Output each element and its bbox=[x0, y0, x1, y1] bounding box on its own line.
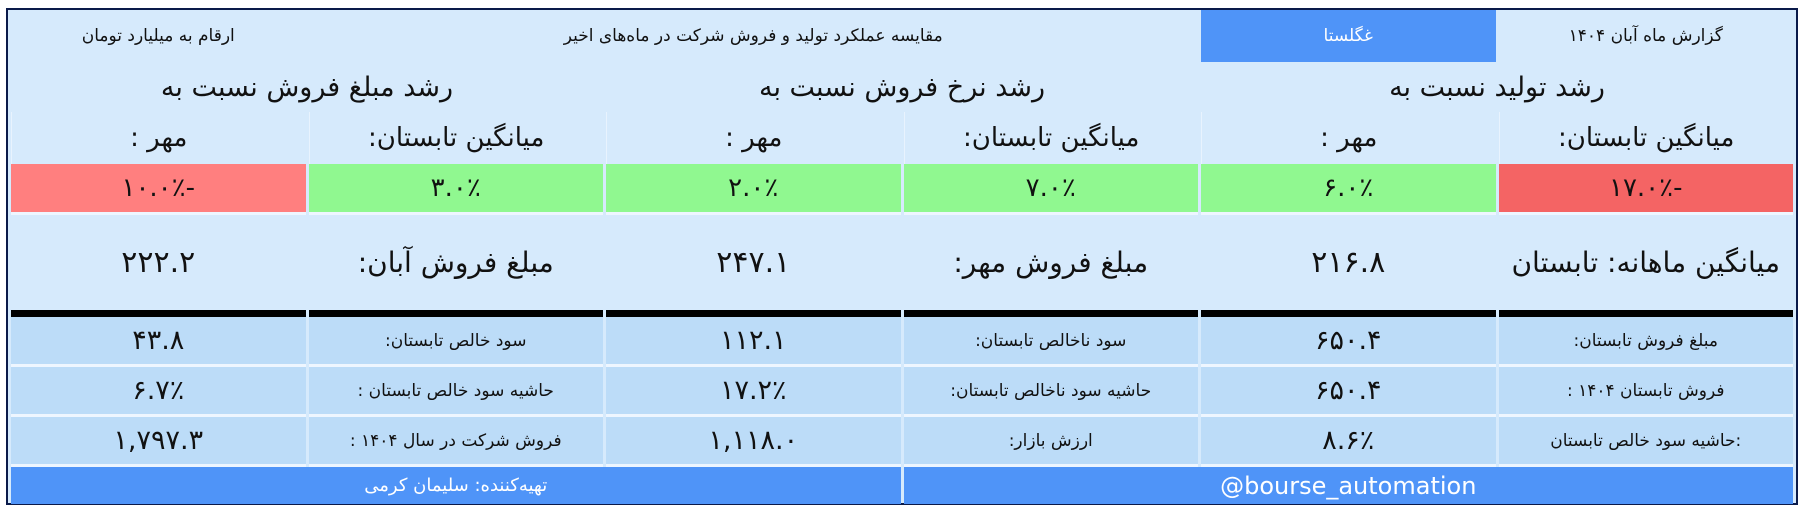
growth-values-row: -۱۷.۰٪ ۶.۰٪ ۷.۰٪ ۲.۰٪ ۳.۰٪ -۱۰.۰٪ bbox=[11, 164, 1793, 212]
group-header-row: رشد تولید نسبت به رشد نرخ فروش نسبت به ر… bbox=[11, 62, 1793, 112]
detail-label: ارزش بازار: bbox=[903, 417, 1198, 467]
detail-label: فروش تابستان ۱۴۰۴ : bbox=[1498, 367, 1793, 417]
sales-value: ۲۲۲.۲ bbox=[11, 212, 306, 310]
symbol-badge: غگلستا bbox=[1201, 10, 1496, 62]
sales-value: ۲۴۷.۱ bbox=[606, 212, 901, 310]
group-title-price: رشد نرخ فروش نسبت به bbox=[758, 71, 1046, 103]
units-note: ارقام به میلیارد تومان bbox=[81, 26, 235, 46]
detail-value: ۶.۷٪ bbox=[11, 367, 306, 417]
title-row: گزارش ماه آبان ۱۴۰۴ غگلستا مقایسه عملکرد… bbox=[11, 10, 1793, 62]
subheader-row: میانگین تابستان: مهر : میانگین تابستان: … bbox=[11, 112, 1793, 164]
label-production-summer: میانگین تابستان: bbox=[1498, 112, 1794, 164]
report-card: گزارش ماه آبان ۱۴۰۴ غگلستا مقایسه عملکرد… bbox=[6, 8, 1798, 505]
value-sales-mehr: -۱۰.۰٪ bbox=[11, 164, 306, 212]
detail-label: :حاشیه سود خالص تابستان bbox=[1498, 417, 1793, 467]
sales-value: ۲۱۶.۸ bbox=[1201, 212, 1496, 310]
report-table: گزارش ماه آبان ۱۴۰۴ غگلستا مقایسه عملکرد… bbox=[8, 10, 1796, 504]
report-subtitle: مقایسه عملکرد تولید و فروش شرکت در ماه‌ه… bbox=[563, 26, 943, 46]
detail-value: ۱,۷۹۷.۳ bbox=[11, 417, 306, 467]
detail-label: حاشیه سود خالص تابستان : bbox=[308, 367, 603, 417]
sales-label: مبلغ فروش مهر: bbox=[903, 212, 1198, 310]
detail-value: ۸.۶٪ bbox=[1201, 417, 1496, 467]
detail-value: ۶۵۰.۴ bbox=[1201, 367, 1496, 417]
detail-value: ۴۳.۸ bbox=[11, 317, 306, 367]
channel-handle: @bourse_automation bbox=[903, 467, 1793, 504]
group-title-production: رشد تولید نسبت به bbox=[1389, 71, 1605, 103]
detail-value: ۱۱۲.۱ bbox=[606, 317, 901, 367]
sales-label: میانگین ماهانه: تابستان bbox=[1498, 212, 1793, 310]
detail-row: فروش تابستان ۱۴۰۴ : ۶۵۰.۴ حاشیه سود ناخا… bbox=[11, 367, 1793, 417]
report-month: گزارش ماه آبان ۱۴۰۴ bbox=[1568, 26, 1723, 46]
label-sales-summer: میانگین تابستان: bbox=[308, 112, 604, 164]
detail-row: :حاشیه سود خالص تابستان ۸.۶٪ ارزش بازار:… bbox=[11, 417, 1793, 467]
group-title-sales: رشد مبلغ فروش نسبت به bbox=[160, 71, 454, 103]
detail-label: سود خالص تابستان: bbox=[308, 317, 603, 367]
footer-row: @bourse_automation تهیه‌کننده: سلیمان کر… bbox=[11, 467, 1793, 504]
detail-label: مبلغ فروش تابستان: bbox=[1498, 317, 1793, 367]
detail-label: حاشیه سود ناخالص تابستان: bbox=[903, 367, 1198, 417]
detail-value: ۶۵۰.۴ bbox=[1201, 317, 1496, 367]
detail-label: فروش شرکت در سال ۱۴۰۴ : bbox=[308, 417, 603, 467]
divider bbox=[11, 310, 1793, 317]
value-production-mehr: ۶.۰٪ bbox=[1201, 164, 1496, 212]
label-production-mehr: مهر : bbox=[1201, 112, 1496, 164]
author-credit: تهیه‌کننده: سلیمان کرمی bbox=[11, 467, 901, 504]
detail-row: مبلغ فروش تابستان: ۶۵۰.۴ سود ناخالص تابس… bbox=[11, 317, 1793, 367]
value-price-mehr: ۲.۰٪ bbox=[606, 164, 901, 212]
label-price-summer: میانگین تابستان: bbox=[903, 112, 1199, 164]
detail-label: سود ناخالص تابستان: bbox=[903, 317, 1198, 367]
label-price-mehr: مهر : bbox=[606, 112, 901, 164]
label-sales-mehr: مهر : bbox=[11, 112, 306, 164]
value-production-summer: -۱۷.۰٪ bbox=[1498, 164, 1793, 212]
value-price-summer: ۷.۰٪ bbox=[903, 164, 1198, 212]
value-sales-summer: ۳.۰٪ bbox=[308, 164, 603, 212]
detail-value: ۱,۱۱۸.۰ bbox=[606, 417, 901, 467]
sales-label: مبلغ فروش آبان: bbox=[308, 212, 603, 310]
detail-value: ۱۷.۲٪ bbox=[606, 367, 901, 417]
sales-amount-row: میانگین ماهانه: تابستان ۲۱۶.۸ مبلغ فروش … bbox=[11, 212, 1793, 310]
